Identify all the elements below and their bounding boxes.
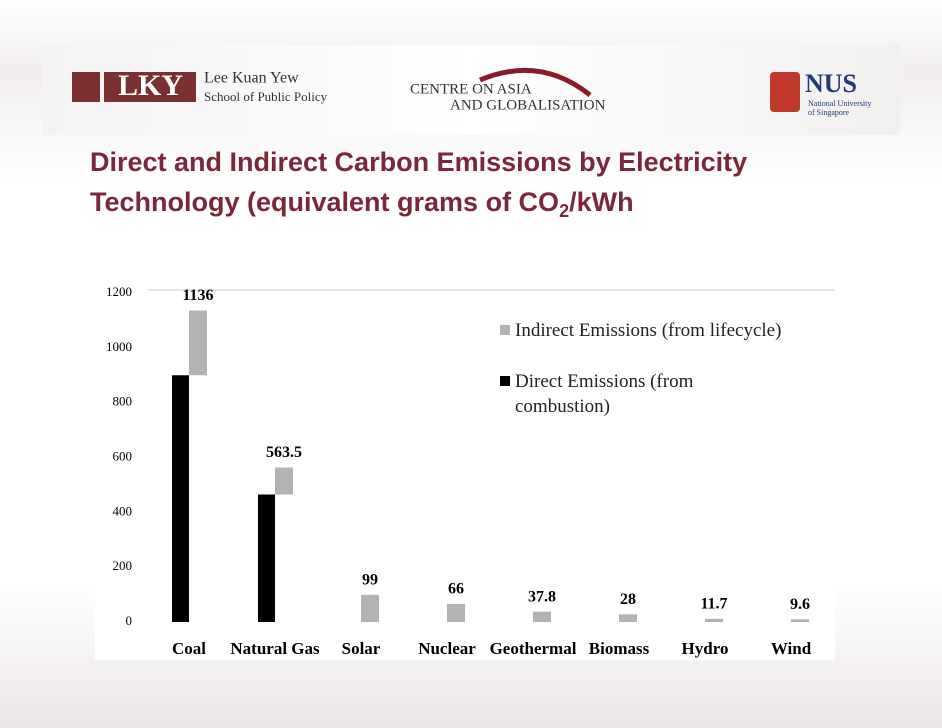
x-tick-label: Solar bbox=[342, 639, 381, 658]
logo-letters: LKY bbox=[118, 69, 183, 102]
data-label: 99 bbox=[362, 572, 378, 589]
data-label: 37.8 bbox=[528, 588, 556, 605]
bar bbox=[791, 619, 809, 622]
bar bbox=[533, 611, 551, 622]
bar bbox=[447, 603, 465, 622]
y-tick-label: 200 bbox=[113, 558, 133, 573]
logo-text: Lee Kuan Yew bbox=[204, 70, 299, 87]
y-tick-label: 800 bbox=[113, 394, 133, 409]
title-text: /kWh bbox=[569, 187, 634, 217]
legend-label: Indirect Emissions (from lifecycle) bbox=[515, 320, 782, 341]
title-text: Direct and Indirect Carbon Emissions by … bbox=[90, 147, 748, 217]
legend-swatch bbox=[500, 325, 510, 335]
x-tick-label: Geothermal bbox=[490, 639, 577, 658]
x-tick-label: Natural Gas bbox=[230, 639, 320, 658]
logo-text: CENTRE ON ASIA bbox=[410, 81, 532, 97]
y-tick-label: 600 bbox=[113, 448, 133, 463]
y-tick-label: 1200 bbox=[106, 284, 132, 299]
logo-text: of Singapore bbox=[808, 108, 850, 117]
data-label: 9.6 bbox=[790, 596, 810, 613]
bar bbox=[705, 618, 723, 622]
bar bbox=[619, 614, 637, 622]
data-label: 11.7 bbox=[700, 595, 727, 612]
x-tick-label: Nuclear bbox=[418, 639, 476, 658]
logo-block bbox=[72, 72, 100, 102]
bar bbox=[361, 594, 379, 622]
logo-arc bbox=[479, 67, 592, 97]
legend-label: Direct Emissions (from combustion) bbox=[515, 371, 694, 417]
data-label: 28 bbox=[620, 591, 636, 608]
logo-text: NUS bbox=[805, 69, 857, 98]
title-subscript: 2 bbox=[559, 201, 570, 221]
slide-title: Direct and Indirect Carbon Emissions by … bbox=[90, 142, 810, 231]
legend-swatch bbox=[500, 376, 510, 386]
x-tick-label: Biomass bbox=[589, 639, 650, 658]
y-tick-label: 400 bbox=[113, 503, 133, 518]
data-label: 563.5 bbox=[266, 444, 302, 461]
y-tick-label: 1000 bbox=[106, 339, 132, 354]
y-tick-label: 0 bbox=[126, 613, 133, 628]
nus-crest bbox=[770, 72, 800, 112]
data-label: 1136 bbox=[182, 287, 213, 304]
plot-area bbox=[95, 288, 835, 660]
bar bbox=[258, 494, 275, 622]
logo-text: National University bbox=[808, 99, 871, 108]
bar bbox=[275, 467, 293, 495]
logo-block bbox=[104, 72, 196, 102]
data-label: 66 bbox=[448, 581, 464, 598]
logo-text: AND GLOBALISATION bbox=[450, 97, 606, 113]
x-tick-label: Wind bbox=[771, 639, 812, 658]
x-tick-label: Hydro bbox=[682, 639, 729, 658]
bar bbox=[189, 310, 207, 376]
bar bbox=[172, 375, 189, 622]
logo-text: School of Public Policy bbox=[204, 89, 328, 104]
x-tick-label: Coal bbox=[172, 639, 206, 658]
